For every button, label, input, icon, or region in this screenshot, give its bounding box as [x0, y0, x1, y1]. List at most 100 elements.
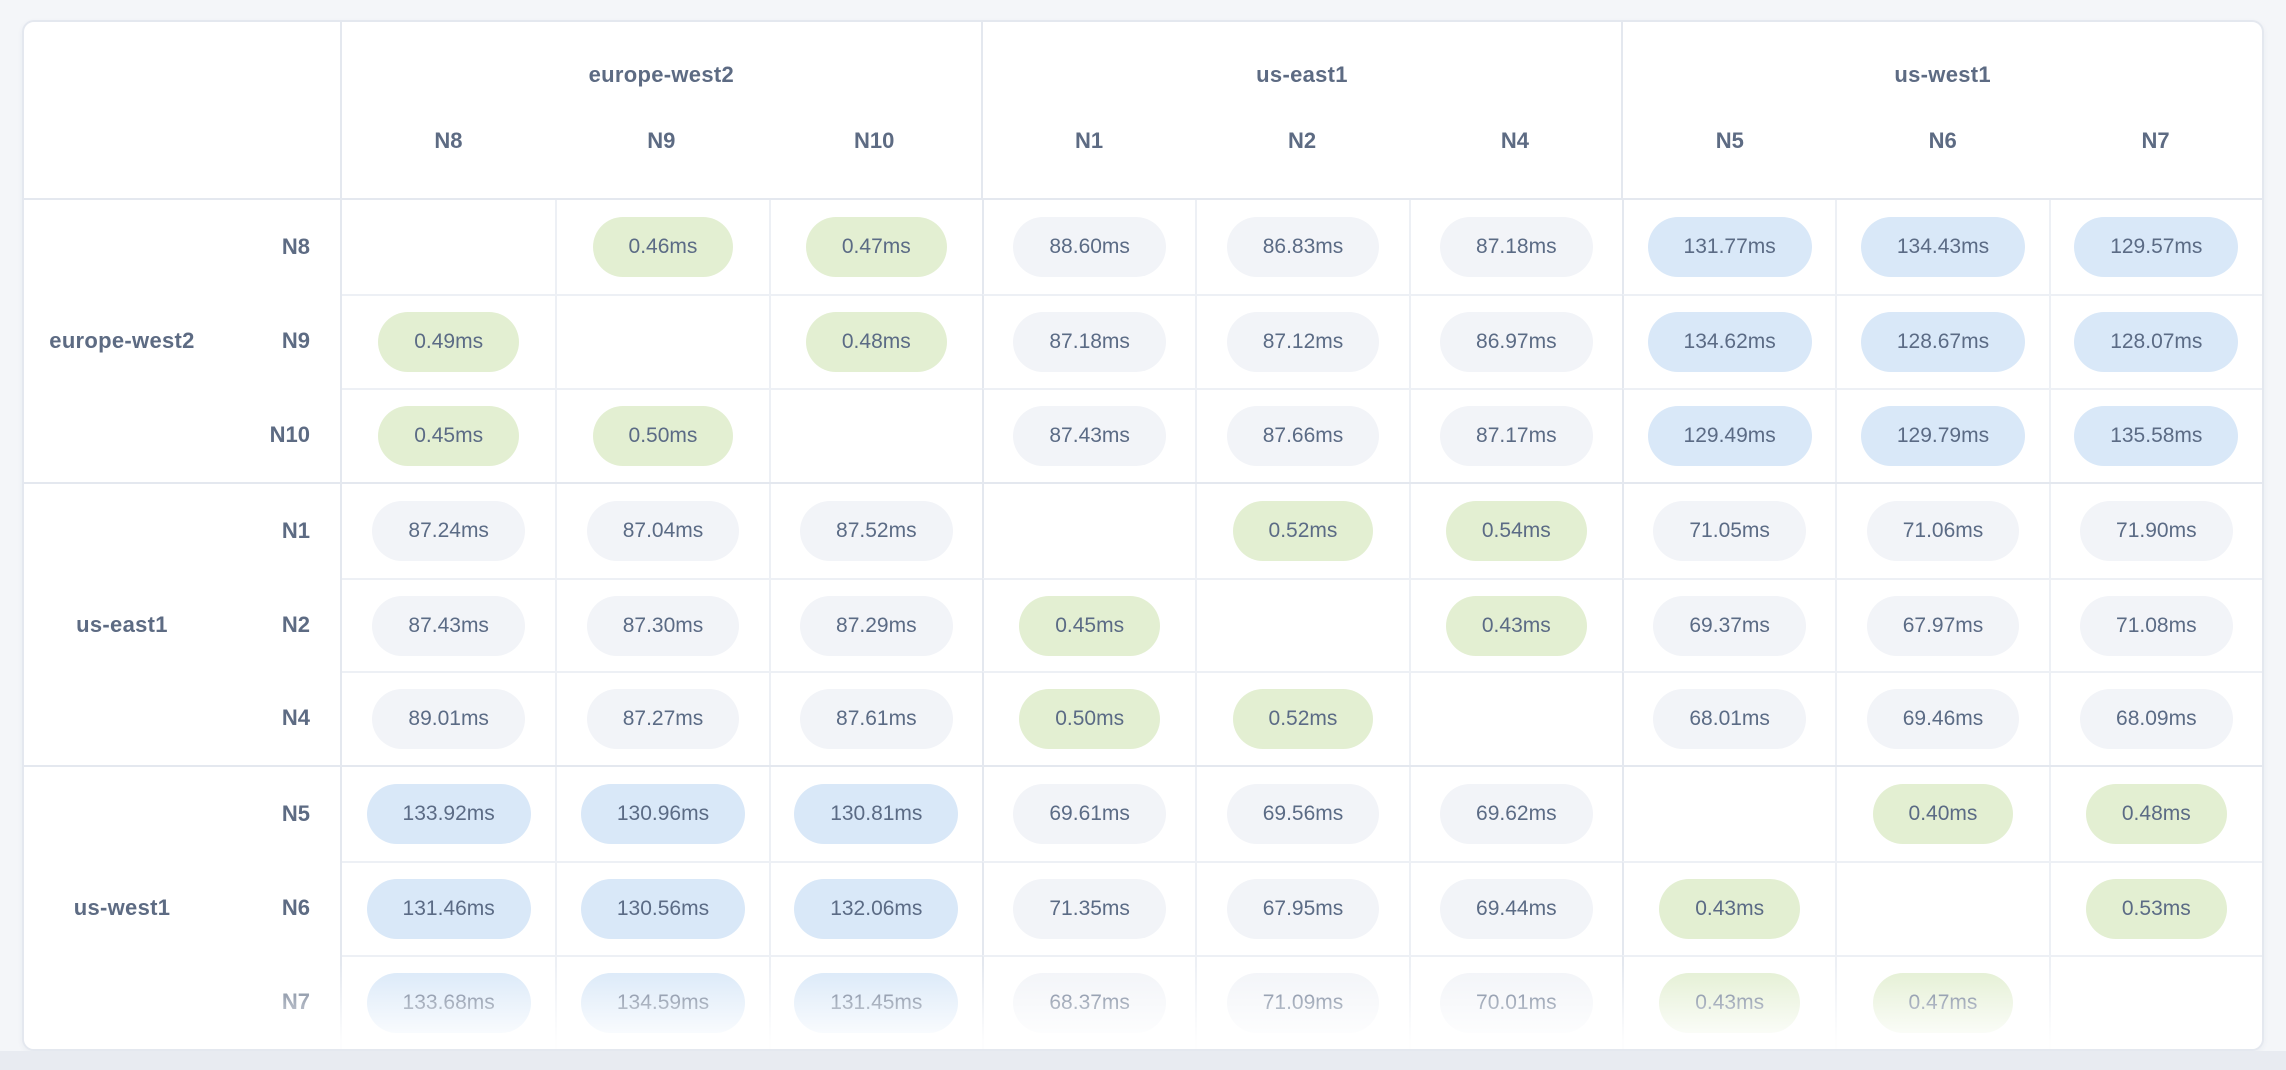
latency-pill[interactable]: 131.46ms — [366, 879, 531, 940]
latency-pill[interactable]: 128.67ms — [1860, 311, 2026, 372]
latency-pill[interactable]: 134.62ms — [1647, 311, 1812, 372]
latency-pill[interactable]: 133.92ms — [366, 784, 531, 845]
latency-pill[interactable]: 68.01ms — [1653, 689, 1806, 750]
latency-cell: 69.44ms — [1408, 861, 1622, 956]
latency-cell: 0.47ms — [768, 200, 982, 294]
latency-pill[interactable]: 0.47ms — [805, 216, 947, 277]
latency-cell: 69.62ms — [1408, 767, 1622, 862]
latency-pill[interactable]: 129.79ms — [1860, 405, 2026, 466]
latency-pill[interactable]: 0.48ms — [805, 311, 947, 372]
latency-pill[interactable]: 130.96ms — [580, 784, 746, 845]
latency-cell: 131.46ms — [342, 861, 556, 955]
latency-pill[interactable]: 71.35ms — [1013, 879, 1166, 940]
empty-self-cell — [555, 293, 769, 388]
latency-pill[interactable]: 87.04ms — [586, 500, 740, 561]
latency-pill[interactable]: 0.48ms — [2085, 784, 2227, 845]
latency-cell: 0.45ms — [981, 577, 1196, 672]
latency-pill[interactable]: 69.37ms — [1653, 595, 1806, 656]
latency-pill[interactable]: 71.90ms — [2080, 500, 2233, 561]
latency-pill[interactable]: 71.05ms — [1653, 500, 1806, 561]
latency-pill[interactable]: 135.58ms — [2074, 405, 2239, 466]
latency-cell: 130.96ms — [555, 767, 768, 862]
latency-pill[interactable]: 87.52ms — [800, 500, 953, 561]
latency-pill[interactable]: 86.83ms — [1226, 216, 1380, 277]
row-node-label: N1 — [281, 517, 310, 543]
latency-data-grid: 133.92ms 130.96ms 130.81ms 69.61ms 69.56ms 69… — [342, 767, 2262, 1049]
latency-pill[interactable]: 0.45ms — [1019, 595, 1161, 656]
latency-pill[interactable]: 67.97ms — [1866, 595, 2020, 656]
latency-cell: 0.46ms — [555, 200, 768, 294]
latency-pill[interactable]: 87.24ms — [372, 500, 525, 561]
latency-pill[interactable]: 129.57ms — [2074, 216, 2239, 277]
latency-pill[interactable]: 68.37ms — [1013, 973, 1166, 1034]
latency-pill[interactable]: 130.81ms — [794, 784, 959, 845]
column-node-label: N4 — [1500, 128, 1529, 153]
latency-cell: 87.61ms — [768, 671, 982, 766]
latency-pill[interactable]: 87.66ms — [1226, 405, 1380, 466]
latency-pill[interactable]: 0.50ms — [592, 405, 734, 466]
latency-pill[interactable]: 69.56ms — [1226, 784, 1380, 845]
column-node-label: N5 — [1715, 128, 1744, 153]
column-region-label: us-west1 — [1894, 62, 1991, 87]
latency-pill[interactable]: 0.52ms — [1232, 500, 1374, 561]
latency-cell: 133.92ms — [342, 767, 555, 861]
latency-cell: 69.46ms — [1835, 671, 2049, 766]
latency-pill[interactable]: 88.60ms — [1013, 216, 1166, 277]
latency-pill[interactable]: 0.49ms — [378, 311, 520, 372]
latency-pill[interactable]: 71.06ms — [1866, 500, 2020, 561]
latency-pill[interactable]: 0.40ms — [1872, 784, 2014, 845]
latency-pill[interactable]: 0.43ms — [1445, 595, 1587, 656]
latency-pill[interactable]: 87.30ms — [586, 595, 740, 656]
latency-pill[interactable]: 128.07ms — [2074, 311, 2239, 372]
bottom-strip — [0, 1051, 2286, 1070]
latency-pill[interactable]: 87.27ms — [586, 689, 740, 750]
latency-pill[interactable]: 87.12ms — [1226, 311, 1380, 372]
latency-pill[interactable]: 86.97ms — [1440, 311, 1593, 372]
column-node-label: N2 — [1287, 128, 1317, 153]
latency-pill[interactable]: 134.43ms — [1860, 216, 2026, 277]
latency-pill[interactable]: 67.95ms — [1226, 879, 1380, 940]
latency-pill[interactable]: 133.68ms — [366, 973, 531, 1034]
row-node-label: N6 — [281, 895, 310, 921]
latency-cell: 0.40ms — [1835, 767, 2048, 862]
latency-cell: 68.37ms — [981, 955, 1196, 1049]
latency-pill[interactable]: 87.43ms — [372, 595, 525, 656]
latency-pill[interactable]: 0.53ms — [2085, 879, 2227, 940]
latency-cell: 71.35ms — [981, 861, 1196, 956]
latency-pill[interactable]: 69.44ms — [1440, 879, 1593, 940]
latency-pill[interactable]: 69.62ms — [1440, 784, 1593, 845]
latency-pill[interactable]: 87.43ms — [1013, 405, 1166, 466]
latency-pill[interactable]: 131.77ms — [1647, 216, 1812, 277]
latency-pill[interactable]: 129.49ms — [1647, 405, 1812, 466]
latency-pill[interactable]: 71.08ms — [2080, 595, 2233, 656]
latency-pill[interactable]: 134.59ms — [580, 973, 746, 1034]
latency-pill[interactable]: 87.18ms — [1013, 311, 1166, 372]
latency-pill[interactable]: 0.43ms — [1659, 973, 1801, 1034]
latency-pill[interactable]: 87.29ms — [800, 595, 953, 656]
latency-pill[interactable]: 132.06ms — [794, 879, 959, 940]
latency-cell: 67.95ms — [1195, 861, 1409, 956]
latency-cell: 87.30ms — [555, 577, 769, 672]
latency-pill[interactable]: 0.52ms — [1232, 689, 1374, 750]
matrix-corner-cell — [24, 22, 342, 198]
latency-pill[interactable]: 0.47ms — [1872, 973, 2014, 1034]
latency-pill[interactable]: 87.18ms — [1440, 216, 1593, 277]
latency-cell: 87.18ms — [1408, 200, 1622, 294]
latency-pill[interactable]: 0.54ms — [1445, 500, 1587, 561]
latency-pill[interactable]: 131.45ms — [794, 973, 959, 1034]
latency-pill[interactable]: 70.01ms — [1440, 973, 1593, 1034]
latency-pill[interactable]: 69.61ms — [1013, 784, 1166, 845]
latency-pill[interactable]: 130.56ms — [580, 879, 746, 940]
latency-pill[interactable]: 89.01ms — [372, 689, 525, 750]
latency-pill[interactable]: 0.43ms — [1659, 879, 1801, 940]
latency-pill[interactable]: 0.50ms — [1019, 689, 1161, 750]
latency-pill[interactable]: 87.61ms — [800, 689, 953, 750]
latency-pill[interactable]: 69.46ms — [1866, 689, 2020, 750]
latency-pill[interactable]: 0.46ms — [592, 216, 734, 277]
latency-pill[interactable]: 71.09ms — [1226, 973, 1380, 1034]
latency-pill[interactable]: 68.09ms — [2080, 689, 2233, 750]
latency-cell: 69.56ms — [1195, 767, 1408, 862]
latency-pill[interactable]: 87.17ms — [1440, 405, 1593, 466]
latency-pill[interactable]: 0.45ms — [378, 405, 520, 466]
row-group-us-east1: us-east1 N1 N2 N4 87.24ms 87.04ms 87.52ms 0.52m… — [24, 481, 2262, 766]
